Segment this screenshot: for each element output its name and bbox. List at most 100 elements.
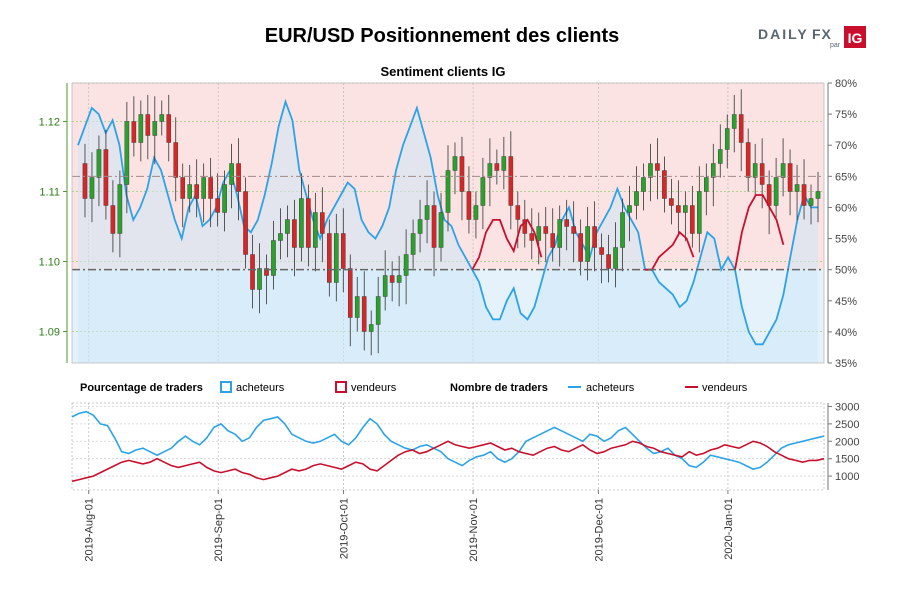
candle-body: [501, 156, 507, 171]
candle-body: [445, 170, 451, 213]
candle-body: [487, 163, 493, 178]
legend-pct-sell-label: vendeurs: [351, 382, 397, 394]
candle-body: [571, 226, 576, 234]
candle-body: [431, 205, 437, 248]
candle-body: [368, 324, 374, 332]
candle-body: [794, 184, 800, 192]
count-tick-label: 1500: [835, 454, 859, 466]
candle-body: [382, 275, 388, 297]
candle-body: [347, 268, 353, 318]
candle-body: [801, 184, 807, 206]
candle-body: [354, 296, 360, 318]
candle-body: [243, 191, 248, 255]
candle-body: [375, 296, 381, 325]
price-candles: [82, 89, 821, 356]
count-frame: [71, 402, 825, 491]
candle-body: [424, 205, 430, 220]
sentiment-tick-label: 45%: [835, 296, 857, 308]
candle-body: [606, 254, 611, 269]
sentiment-tick-label: 40%: [835, 327, 857, 339]
date-tick-label: 2019-Sep-01: [213, 498, 225, 562]
candle-body: [138, 114, 144, 143]
sentiment-tick-label: 60%: [835, 202, 857, 214]
candle-body: [278, 233, 283, 241]
candle-body: [634, 191, 639, 206]
date-tick-label: 2019-Dec-01: [593, 498, 605, 562]
candle-body: [222, 184, 227, 213]
sentiment-tick-label: 70%: [835, 140, 857, 152]
candle-body: [396, 275, 402, 283]
candle-body: [215, 198, 220, 213]
candle-body: [299, 198, 304, 248]
logo-fx-text: FX: [812, 26, 832, 42]
candle-body: [522, 219, 528, 234]
count-tick-label: 3000: [835, 401, 859, 413]
logo-par-text: par: [830, 42, 841, 49]
candle-body: [724, 128, 730, 150]
candle-body: [787, 163, 793, 192]
candle-body: [438, 212, 444, 248]
candle-body: [264, 268, 269, 276]
logo-daily-text: DAILY: [758, 26, 809, 42]
count-tick-label: 1000: [835, 471, 859, 483]
candle-body: [173, 142, 179, 178]
count-tick-label: 2500: [835, 419, 859, 431]
candle-body: [704, 177, 709, 192]
candle-body: [340, 233, 346, 269]
candle-body: [131, 121, 137, 143]
count-axis: 1000 1500 2000 2500 3000: [827, 401, 859, 490]
candle-body: [459, 156, 465, 192]
sentiment-tick-label: 80%: [835, 78, 857, 90]
chart-title: EUR/USD Positionnement des clients: [265, 25, 620, 47]
buyer-count-line: [71, 410, 825, 470]
candle-body: [557, 219, 562, 248]
candle-body: [110, 205, 116, 234]
candle-body: [648, 163, 653, 178]
sentiment-tick-label: 50%: [835, 265, 857, 277]
legend-count-sell-label: vendeurs: [702, 382, 748, 394]
trader-count-panel: 1000 1500 2000 2500 3000: [71, 401, 859, 491]
candle-body: [306, 198, 311, 248]
candle-body: [480, 177, 486, 206]
candle-body: [208, 177, 213, 199]
candle-body: [592, 226, 597, 248]
candle-body: [508, 156, 514, 206]
candle-body: [452, 156, 458, 171]
candle-body: [613, 247, 618, 269]
candle-body: [389, 275, 395, 283]
date-tick-label: 2020-Jan-01: [723, 498, 735, 560]
candle-body: [194, 184, 199, 199]
dailyfx-logo: DAILY FX par IG: [758, 26, 866, 49]
candle-body: [745, 142, 751, 178]
candle-body: [543, 226, 549, 234]
candle-body: [320, 212, 325, 234]
candle-body: [229, 163, 234, 185]
candle-body: [117, 184, 123, 234]
candle-body: [759, 163, 765, 185]
date-tick-label: 2019-Nov-01: [468, 498, 480, 562]
candle-body: [166, 114, 172, 143]
legend-count-header: Nombre de traders: [450, 382, 548, 394]
logo-ig-box: [844, 26, 866, 48]
candle-body: [641, 177, 646, 192]
price-tick-label: 1.09: [39, 327, 60, 339]
candle-body: [494, 163, 500, 171]
candle-body: [403, 254, 409, 276]
sentiment-axis: 35% 40% 45% 50% 55% 60% 65% 70% 75% 80%: [827, 78, 857, 370]
candle-body: [529, 233, 535, 241]
candle-body: [738, 114, 744, 143]
candle-body: [103, 149, 109, 206]
candle-body: [124, 121, 130, 185]
candle-body: [180, 177, 186, 199]
candle-body: [710, 163, 716, 178]
count-lines: [71, 410, 825, 483]
seller-sentiment-line: [471, 194, 785, 271]
legend-pct-buy-swatch: [220, 381, 232, 393]
date-tick-label: 2019-Aug-01: [84, 498, 96, 562]
buyer-area-fill: [78, 101, 818, 363]
candle-body: [466, 191, 472, 220]
candle-body: [201, 177, 206, 199]
candle-body: [187, 184, 192, 199]
candle-body: [250, 254, 255, 290]
